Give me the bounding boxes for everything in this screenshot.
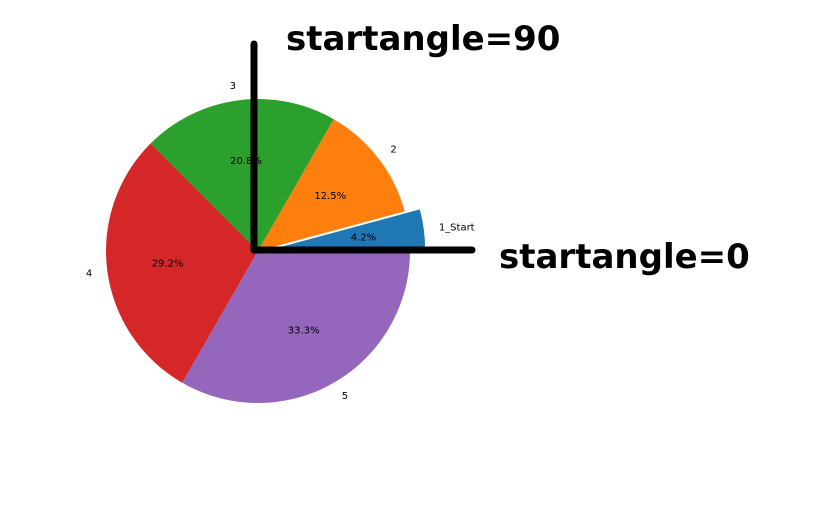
pie-slice-1-start bbox=[273, 209, 426, 250]
pie-percent-label: 20.8% bbox=[230, 156, 262, 167]
pie-percent-label: 12.5% bbox=[314, 191, 346, 202]
pie-slice-label: 5 bbox=[342, 391, 348, 402]
startangle-90-label: startangle=90 bbox=[286, 19, 560, 59]
pie-slice-2 bbox=[258, 119, 405, 251]
pie-slice-label: 4 bbox=[86, 268, 92, 279]
pie-slice-label: 1_Start bbox=[439, 223, 475, 234]
pie-slice-4 bbox=[106, 143, 259, 383]
pie-percent-label: 4.2% bbox=[351, 233, 376, 244]
pie-slice-label: 3 bbox=[230, 81, 236, 92]
pie-percent-label: 29.2% bbox=[152, 258, 184, 269]
startangle-annotations: startangle=90 startangle=0 bbox=[250, 19, 750, 277]
pie-slices bbox=[106, 98, 426, 403]
pie-slice-5 bbox=[182, 251, 410, 403]
pie-percent-label: 33.3% bbox=[288, 325, 320, 336]
pie-slice-label: 2 bbox=[390, 144, 396, 155]
pie-slice-3 bbox=[150, 98, 334, 251]
startangle-0-label: startangle=0 bbox=[499, 237, 750, 277]
pie-labels: 4.2% 1_Start 12.5% 2 20.8% 3 29.2% 4 33.3% 5 bbox=[86, 81, 475, 402]
